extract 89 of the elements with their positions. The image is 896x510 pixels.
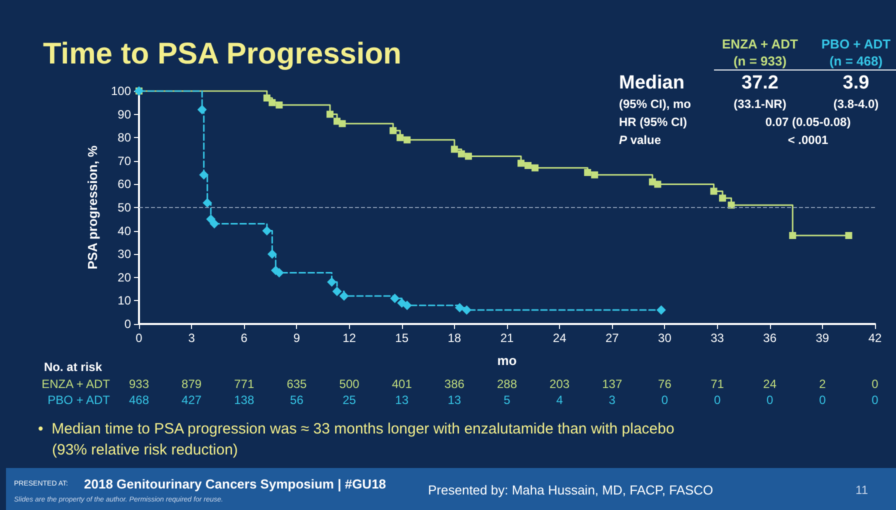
x-tick-label: 9: [293, 331, 300, 345]
point: [455, 303, 464, 312]
x-tick-label: 36: [763, 331, 777, 345]
text: PBO + ADT: [821, 36, 891, 52]
x-tick-label: 30: [658, 331, 672, 345]
annotation: (33.1-NR): [734, 97, 786, 111]
y-tick-label: 50: [118, 200, 132, 214]
annotation: Median: [619, 72, 684, 94]
annotation: P value: [619, 133, 662, 147]
point: [327, 278, 336, 287]
x-tick-label: 3: [188, 331, 196, 345]
point: [263, 94, 270, 102]
annotation: (3.8-4.0): [833, 97, 879, 111]
y-axis-title: PSA progression, %: [85, 145, 100, 270]
x-tick-label: 39: [816, 331, 830, 345]
x-tick-label: 15: [395, 331, 409, 345]
point: [450, 146, 458, 153]
x-tick-label: 33: [710, 331, 724, 345]
point: [404, 136, 411, 144]
point: [276, 101, 283, 108]
annotation: (95% CI), mo: [619, 97, 692, 111]
text: • Median time to PSA progression was ≈ 33 months longer with enzalutamide than with placebo: [38, 420, 674, 438]
y-tick-label: 80: [118, 130, 132, 145]
text: (n = 933): [733, 54, 787, 68]
annotation: < .0001: [788, 133, 829, 147]
point: [719, 194, 726, 202]
annotation: 3.9: [842, 72, 870, 94]
point: [845, 232, 852, 239]
point: [654, 180, 662, 188]
chart-title: Time to PSA Progression: [43, 38, 402, 70]
text: PBO + ADT: [48, 393, 111, 407]
point: [532, 164, 539, 172]
text: ENZA + ADT: [42, 377, 110, 391]
annotation: 0.07 (0.05-0.08): [765, 115, 851, 129]
x-axis-title: mo: [497, 353, 517, 368]
point: [656, 306, 666, 315]
x-tick-label: 21: [500, 331, 514, 345]
x-tick-label: 24: [552, 331, 567, 345]
point: [458, 150, 465, 158]
point: [524, 162, 532, 170]
text: 468 427 138 56 25 13 13 5 4 3 0 0 0 0 0: [128, 393, 878, 407]
annotation: HR (95% CI): [619, 115, 688, 129]
y-tick-label: 60: [118, 177, 132, 192]
point: [464, 152, 472, 160]
text: Presented by: Maha Hussain, MD, FACP, FASCO: [428, 482, 714, 498]
point: [268, 250, 277, 259]
point: [390, 294, 400, 303]
x-tick-label: 6: [240, 331, 248, 345]
annotation: 37.2: [742, 72, 778, 94]
point: [584, 169, 592, 176]
text: 933 879 771 635 500 401 386 288 203 137 76 71 24 2 0: [128, 377, 878, 391]
point: [268, 99, 276, 106]
text: ENZA + ADT: [722, 36, 798, 52]
point: [199, 170, 208, 180]
point: [340, 292, 349, 301]
point: [789, 232, 796, 239]
text: No. at risk: [44, 360, 102, 374]
x-tick-label: 27: [605, 331, 620, 345]
point: [338, 120, 346, 128]
text: 11: [856, 483, 868, 497]
point: [710, 188, 718, 195]
point: [462, 306, 472, 315]
point: [402, 300, 412, 310]
y-tick-label: 70: [118, 154, 132, 168]
point: [206, 214, 216, 224]
y-tick-label: 90: [118, 107, 132, 122]
point: [210, 219, 219, 228]
x-tick-label: 42: [868, 331, 882, 345]
point: [390, 127, 397, 134]
text: (n = 468): [829, 54, 883, 68]
point: [591, 171, 598, 178]
x-tick-label: 12: [342, 331, 356, 345]
y-tick-label: 10: [118, 294, 132, 308]
text: 2018 Genitourinary Cancers Symposium | #GU18: [84, 476, 386, 492]
point: [396, 134, 404, 142]
y-tick-label: 100: [110, 84, 132, 98]
x-tick-label: 18: [448, 331, 462, 345]
point: [262, 226, 272, 236]
point: [332, 286, 342, 296]
y-tick-label: 20: [118, 270, 132, 284]
y-tick-label: 40: [118, 224, 132, 238]
x-tick-label: 0: [136, 331, 143, 345]
text: (93% relative risk reduction): [52, 442, 238, 458]
point: [198, 105, 207, 114]
y-tick-label: 30: [118, 247, 132, 262]
point: [518, 160, 525, 167]
point: [326, 110, 334, 118]
point: [202, 198, 212, 208]
y-tick-label: 0: [124, 317, 132, 331]
